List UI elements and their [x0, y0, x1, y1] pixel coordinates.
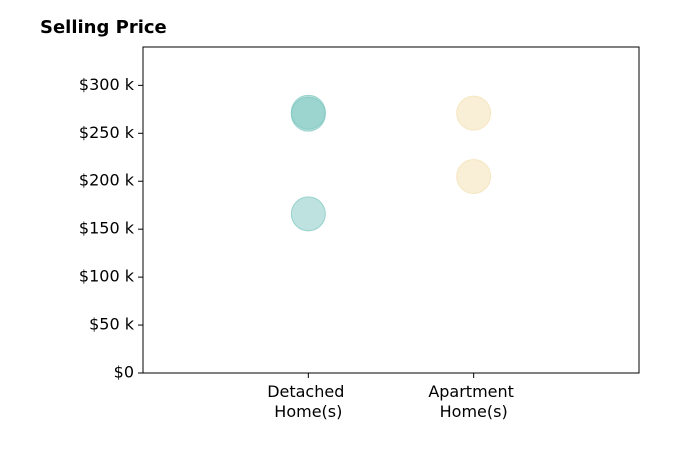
- y-tick-label: $0: [114, 363, 134, 382]
- plot-frame: [142, 46, 640, 374]
- x-tick-label-line: Detached: [267, 382, 349, 401]
- point: [290, 96, 326, 132]
- y-tick-label: $250 k: [79, 123, 135, 142]
- y-tick-label: $300 k: [79, 75, 135, 94]
- y-tick-label: $200 k: [79, 171, 135, 190]
- point: [290, 196, 326, 232]
- x-tick-label-line: Home(s): [274, 402, 342, 421]
- point: [456, 158, 492, 194]
- point: [456, 95, 492, 131]
- y-tick-label: $150 k: [79, 219, 135, 238]
- x-tick-label-line: Apartment: [428, 382, 519, 401]
- chart-title: Selling Price: [40, 17, 167, 38]
- x-tick-label: Detached Home(s): [267, 382, 349, 421]
- x-tick-label-line: Home(s): [440, 402, 508, 421]
- y-tick-label: $50 k: [89, 315, 135, 334]
- x-tick-label: Apartment Home(s): [428, 382, 519, 421]
- y-tick-label: $100 k: [79, 267, 135, 286]
